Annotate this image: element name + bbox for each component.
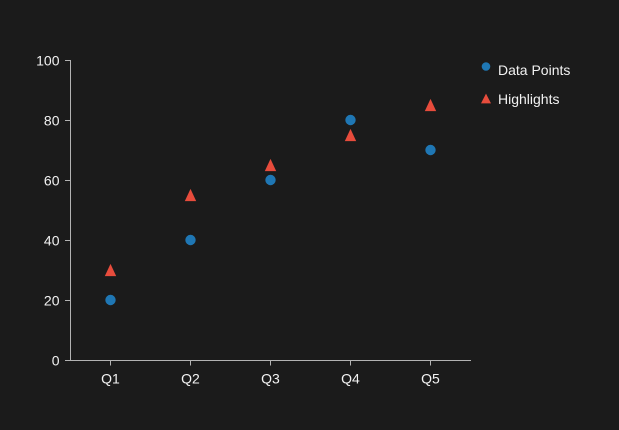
svg-text:Data Points: Data Points — [498, 62, 570, 78]
svg-text:Q3: Q3 — [261, 371, 280, 387]
svg-text:Q4: Q4 — [341, 371, 360, 387]
svg-text:100: 100 — [36, 53, 60, 69]
svg-text:Q5: Q5 — [421, 371, 440, 387]
svg-text:Highlights: Highlights — [498, 91, 559, 107]
svg-text:Q2: Q2 — [181, 371, 200, 387]
svg-text:40: 40 — [44, 233, 60, 249]
svg-text:20: 20 — [44, 293, 60, 309]
svg-text:60: 60 — [44, 173, 60, 189]
svg-text:0: 0 — [52, 353, 60, 369]
svg-text:80: 80 — [44, 113, 60, 129]
svg-text:Q1: Q1 — [101, 371, 120, 387]
